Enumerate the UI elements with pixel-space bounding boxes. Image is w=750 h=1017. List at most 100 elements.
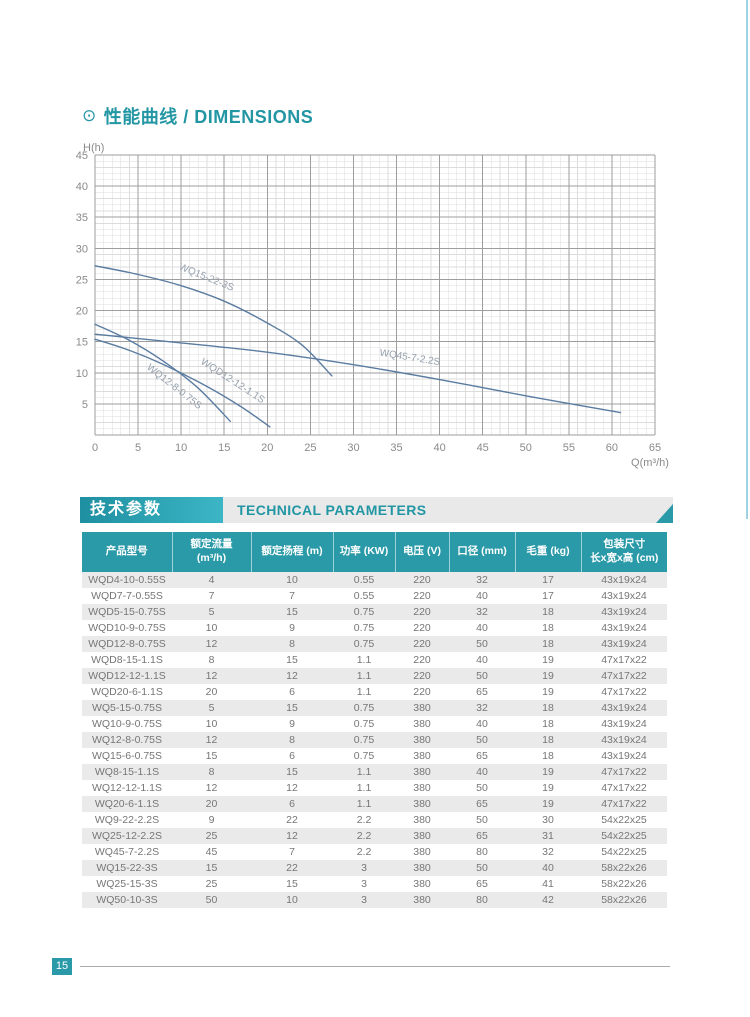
table-cell: 58x22x26 <box>581 860 667 876</box>
table-cell: WQ25-12-2.2S <box>82 828 172 844</box>
table-row: WQD4-10-0.55S 4 10 0.55 220 32 17 43x19x24 <box>82 572 667 588</box>
table-header-cell: 毛重 (kg) <box>515 532 582 572</box>
table-cell: 380 <box>395 892 449 908</box>
y-axis-tick-label: 40 <box>76 181 88 193</box>
table-cell: 43x19x24 <box>581 572 667 588</box>
table-cell: 50 <box>449 668 515 684</box>
table-cell: 2.2 <box>333 828 395 844</box>
table-cell: 19 <box>542 654 554 666</box>
table-row: WQ25-12-2.2S 25 12 2.2 380 65 31 54x22x25 <box>82 828 667 844</box>
table-cell: 380 <box>413 846 431 858</box>
table-row: WQ25-15-3S 25 15 3 380 65 41 58x22x26 <box>82 876 667 892</box>
table-cell: 65 <box>476 686 488 698</box>
table-cell: 8 <box>251 636 333 652</box>
table-cell: 380 <box>395 860 449 876</box>
table-cell: 380 <box>395 732 449 748</box>
section-title-cn: 技术参数 <box>80 497 223 523</box>
table-cell: 380 <box>395 764 449 780</box>
table-cell: 18 <box>542 718 554 730</box>
table-cell: 15 <box>286 878 298 890</box>
x-axis-title: Q(m³/h) <box>631 457 669 469</box>
table-row: WQ15-22-3S 15 22 3 380 50 40 58x22x26 <box>82 860 667 876</box>
table-cell: 0.75 <box>333 700 395 716</box>
table-cell: 50 <box>449 732 515 748</box>
x-axis-tick-label: 25 <box>304 442 316 454</box>
table-row: WQD12-8-0.75S 12 8 0.75 220 50 18 43x19x24 <box>82 636 667 652</box>
technical-parameters-header: 技术参数 TECHNICAL PARAMETERS <box>80 497 673 523</box>
table-cell: 80 <box>476 846 488 858</box>
table-cell: 12 <box>172 636 251 652</box>
table-header-cell: 功率 (KW) <box>333 532 396 572</box>
table-cell: 3 <box>333 860 395 876</box>
table-cell: 380 <box>395 796 449 812</box>
x-axis-tick-label: 15 <box>218 442 230 454</box>
y-axis-tick-label: 10 <box>76 368 88 380</box>
table-cell: 18 <box>542 750 554 762</box>
table-cell: 40 <box>476 654 488 666</box>
table-cell: 12 <box>286 782 298 794</box>
table-cell: 380 <box>413 750 431 762</box>
table-cell: 30 <box>542 814 554 826</box>
x-axis-tick-label: 10 <box>175 442 187 454</box>
table-row: WQ15-6-0.75S 15 6 0.75 380 65 18 43x19x24 <box>82 748 667 764</box>
table-row: WQ9-22-2.2S 9 22 2.2 380 50 30 54x22x25 <box>82 812 667 828</box>
table-cell: 32 <box>449 572 515 588</box>
table-cell: 4 <box>172 572 251 588</box>
table-cell: 43x19x24 <box>581 604 667 620</box>
table-cell: 7 <box>289 846 295 858</box>
x-axis-tick-label: 35 <box>390 442 402 454</box>
table-cell: 31 <box>515 828 581 844</box>
page-edge-decoration <box>746 0 748 519</box>
page-number-badge: 15 <box>52 958 72 975</box>
table-cell: WQ9-22-2.2S <box>94 814 160 826</box>
x-axis-tick-label: 5 <box>135 442 141 454</box>
table-cell: 8 <box>251 732 333 748</box>
table-cell: 0.75 <box>353 750 375 762</box>
table-cell: 3 <box>333 892 395 908</box>
table-cell: 54x22x25 <box>601 814 647 826</box>
table-cell: 0.55 <box>333 572 395 588</box>
table-cell: 80 <box>449 892 515 908</box>
table-cell: WQD12-8-0.75S <box>82 636 172 652</box>
table-cell: 9 <box>208 814 215 826</box>
table-cell: 10 <box>251 892 333 908</box>
table-cell: 9 <box>289 622 295 634</box>
table-row: WQD7-7-0.55S 7 7 0.55 220 40 17 43x19x24 <box>82 588 667 604</box>
table-cell: 10 <box>205 718 218 730</box>
table-cell: 6 <box>289 750 295 762</box>
curve-WQ45-7-2.2S <box>94 333 622 414</box>
table-cell: 12 <box>251 668 333 684</box>
table-cell: 40 <box>476 718 488 730</box>
table-cell: 0.75 <box>333 732 395 748</box>
table-cell: 47x17x22 <box>581 668 667 684</box>
y-axis-tick-label: 20 <box>76 306 88 318</box>
table-cell: 65 <box>449 828 515 844</box>
table-cell: 22 <box>286 814 298 826</box>
table-cell: 2.2 <box>356 814 372 826</box>
y-axis-tick-label: 15 <box>76 337 88 349</box>
table-cell: WQD20-6-1.1S <box>91 686 163 698</box>
table-cell: 32 <box>449 700 515 716</box>
x-axis-tick-label: 50 <box>520 442 532 454</box>
curve-label-WQ15-22-3S: WQ15-22-3S <box>177 262 236 294</box>
footer-divider <box>80 966 670 967</box>
table-cell: 5 <box>172 700 251 716</box>
table-cell: 65 <box>476 750 488 762</box>
table-cell: 0.75 <box>333 604 395 620</box>
table-row: WQ45-7-2.2S 45 7 2.2 380 80 32 54x22x25 <box>82 844 667 860</box>
table-row: WQD5-15-0.75S 5 15 0.75 220 32 18 43x19x24 <box>82 604 667 620</box>
table-row: WQ20-6-1.1S 20 6 1.1 380 65 19 47x17x22 <box>82 796 667 812</box>
table-cell: 380 <box>413 814 431 826</box>
table-cell: 18 <box>515 732 581 748</box>
table-cell: 7 <box>208 590 215 602</box>
technical-parameters-table: 产品型号 额定流量 (m³/h) 额定扬程 (m) 功率 (KW) 电压 (V) 口径 (… <box>82 532 667 908</box>
table-cell: 0.75 <box>353 718 375 730</box>
table-cell: WQ25-15-3S <box>96 878 158 890</box>
table-cell: 220 <box>413 590 431 602</box>
table-cell: 18 <box>515 604 581 620</box>
table-cell: 2.2 <box>356 846 372 858</box>
table-cell: 380 <box>413 782 431 794</box>
table-cell: 18 <box>542 622 554 634</box>
table-cell: 0.75 <box>353 622 375 634</box>
